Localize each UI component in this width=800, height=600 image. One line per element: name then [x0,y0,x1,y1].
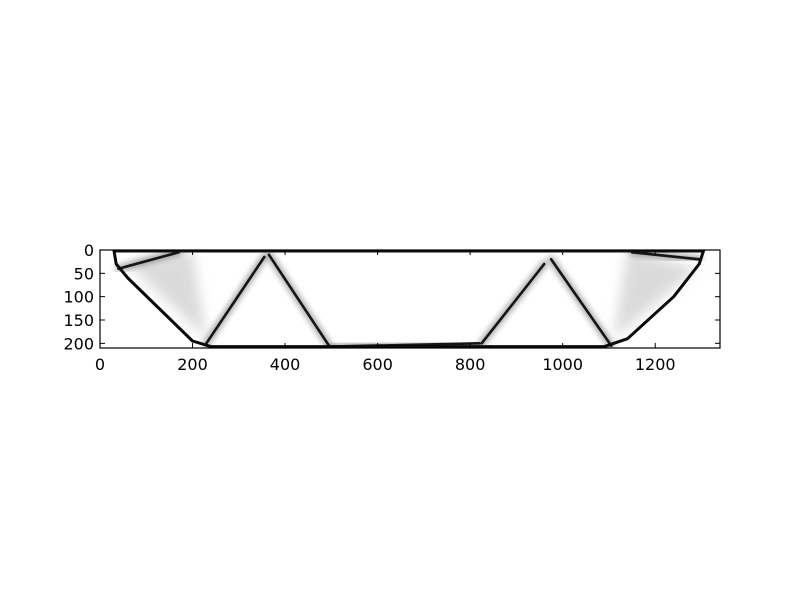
x-tick-label: 1000 [542,355,583,374]
x-axis: 0 200 400 600 800 1000 1200 [95,250,676,374]
left-diagonal-1-member [205,255,266,345]
left-wedge-region [127,250,207,339]
x-tick-label: 1200 [635,355,676,374]
x-tick-label: 600 [362,355,393,374]
outline-member [112,250,706,348]
plot-frame [99,249,721,349]
left-upper-brace-member [117,251,180,271]
y-tick-label: 150 [63,311,94,330]
density-field [112,250,706,348]
y-tick-label: 100 [63,288,94,307]
right-diagonal-1-member [480,262,546,345]
x-tick-label: 0 [95,355,105,374]
right-diagonal-2-member [549,257,613,348]
right-wedge-region [613,250,697,339]
y-tick-label: 200 [63,334,94,353]
y-tick-label: 50 [74,264,94,283]
y-tick-label: 0 [84,241,94,260]
left-diagonal-2-member [267,253,331,348]
right-upper-brace-member [630,251,701,261]
x-tick-label: 800 [455,355,486,374]
x-tick-label: 400 [270,355,301,374]
y-axis: 0 50 100 150 200 [63,241,720,353]
x-tick-label: 200 [177,355,208,374]
